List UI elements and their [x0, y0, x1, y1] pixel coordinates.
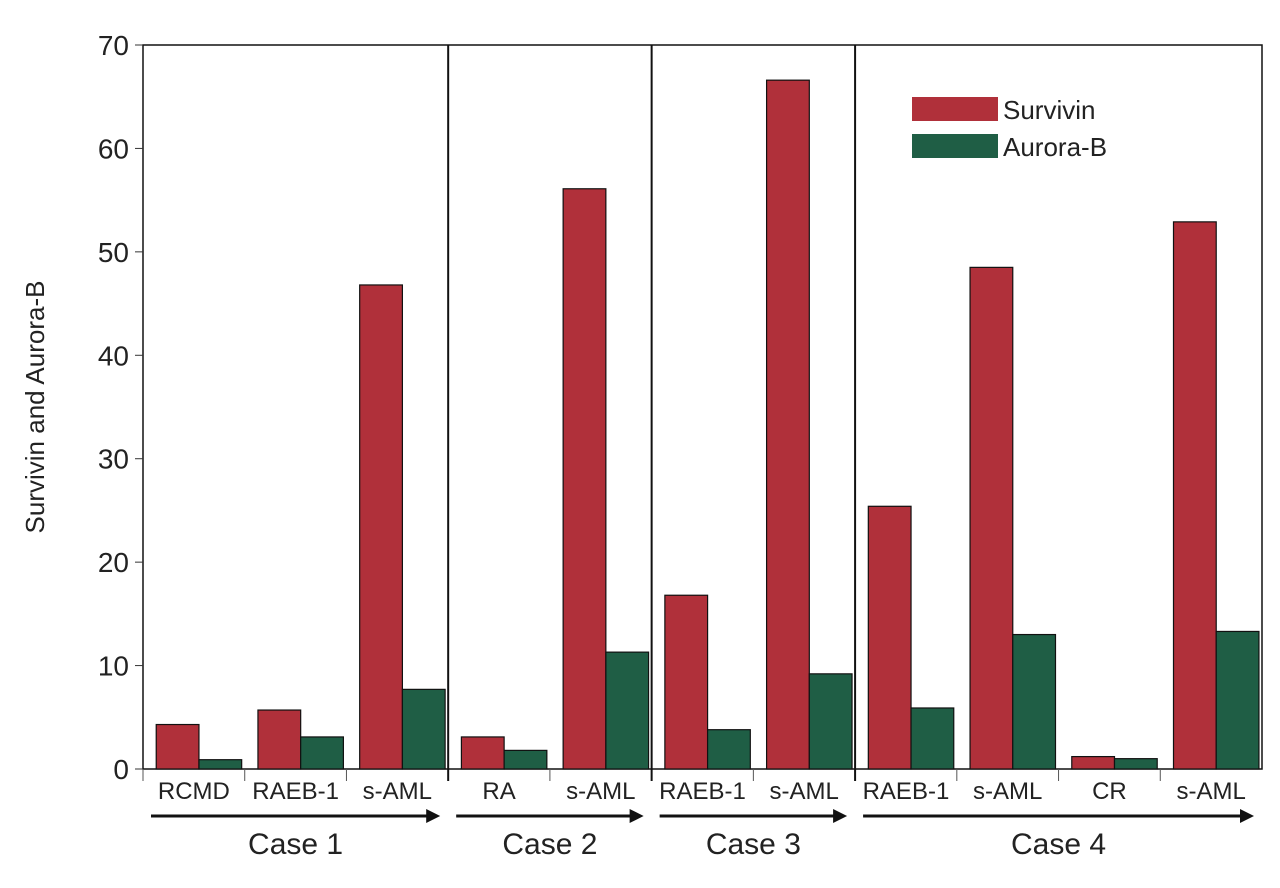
bar-survivin	[155, 723, 200, 770]
bar-survivin	[867, 505, 912, 770]
x-tick-label: s-AML	[973, 778, 1042, 805]
legend-swatch-survivin	[912, 97, 998, 121]
bar-survivin	[1172, 221, 1217, 770]
bar-survivin	[1071, 755, 1116, 770]
x-tick-label: CR	[1092, 778, 1127, 805]
bar-aurora-b	[300, 736, 345, 770]
bar-aurora-b	[1012, 633, 1057, 770]
legend-swatch-aurora-b	[912, 134, 998, 158]
bar-aurora-b	[1215, 630, 1260, 770]
case-label: Case 3	[706, 828, 801, 861]
x-tick-label: RA	[482, 778, 515, 805]
bar-survivin	[562, 188, 607, 770]
bar-survivin	[765, 79, 810, 770]
y-tick-label: 60	[98, 133, 129, 164]
bar-aurora-b	[605, 651, 650, 770]
arrowhead-icon	[833, 809, 848, 823]
x-tick-label: s-AML	[363, 778, 432, 805]
bar-aurora-b	[910, 707, 955, 770]
x-tick-label: RAEB-1	[863, 778, 950, 805]
y-tick-label: 0	[113, 754, 129, 785]
arrowhead-icon	[629, 809, 644, 823]
y-tick-label: 40	[98, 340, 129, 371]
case-label: Case 4	[1011, 828, 1106, 861]
y-axis-label: Survivin and Aurora-B	[20, 281, 50, 534]
x-tick-label: s-AML	[566, 778, 635, 805]
x-tick-label: RAEB-1	[659, 778, 746, 805]
y-tick-label: 70	[98, 30, 129, 61]
bar-survivin	[664, 594, 709, 770]
bar-survivin	[460, 736, 505, 770]
bar-aurora-b	[401, 688, 446, 770]
case-label: Case 1	[248, 828, 343, 861]
x-tick-label: RCMD	[158, 778, 230, 805]
arrowhead-icon	[1240, 809, 1254, 823]
bar-aurora-b	[198, 759, 243, 770]
bar-survivin	[257, 709, 302, 770]
bar-aurora-b	[1113, 758, 1158, 770]
y-tick-label: 50	[98, 237, 129, 268]
arrowhead-icon	[426, 809, 441, 823]
bar-aurora-b	[503, 749, 548, 770]
y-tick-label: 30	[98, 444, 129, 475]
y-tick-label: 10	[98, 651, 129, 682]
legend-label: Survivin	[1003, 95, 1095, 125]
bar-aurora-b	[808, 673, 853, 770]
bar-survivin	[359, 284, 404, 770]
x-tick-label: s-AML	[1176, 778, 1245, 805]
legend-label: Aurora-B	[1003, 132, 1107, 162]
case-label: Case 2	[502, 828, 597, 861]
x-tick-label: s-AML	[770, 778, 839, 805]
y-tick-label: 20	[98, 547, 129, 578]
bar-survivin	[969, 266, 1014, 770]
x-tick-label: RAEB-1	[252, 778, 339, 805]
bar-aurora-b	[706, 729, 751, 770]
